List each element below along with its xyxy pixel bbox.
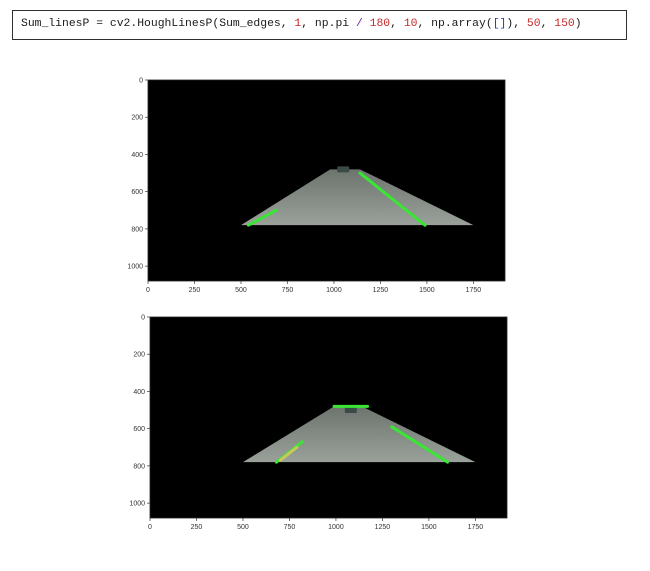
y-tick-label: 800 (133, 463, 145, 470)
x-tick-label: 250 (191, 524, 203, 531)
car-shape (337, 166, 350, 173)
plot-frame (149, 316, 508, 519)
code-token: [] (492, 18, 507, 30)
detected-lane-line (358, 171, 427, 227)
y-tick-label: 1000 (127, 264, 143, 271)
code-cell[interactable]: Sum_linesP = cv2.HoughLinesP(Sum_edges, … (12, 10, 627, 40)
code-token: , (540, 18, 555, 30)
code-token: ), (506, 18, 527, 30)
x-tick-label: 1000 (326, 287, 342, 294)
x-tick-label: 1250 (373, 287, 389, 294)
detected-lane-line (278, 445, 299, 462)
code-token (363, 18, 370, 30)
code-token: ) (574, 18, 582, 30)
code-token: 150 (554, 18, 575, 30)
x-tick-label: 1500 (419, 287, 435, 294)
top-plot-svg: 0 250 500 750 1000 1250 1500 1750 0 200 400 600 800 1… (127, 78, 506, 294)
y-tick-label: 200 (133, 352, 145, 359)
code-token: , np.array( (417, 18, 493, 30)
code-token: 50 (526, 18, 541, 30)
x-tick-label: 1000 (328, 524, 344, 531)
x-tick-label: 1750 (468, 524, 484, 531)
code-token: , (390, 18, 404, 30)
code-token: / (355, 18, 363, 30)
car-shape (344, 407, 357, 414)
road-region (242, 406, 476, 463)
y-tick-label: 0 (139, 78, 143, 85)
detected-lane-line (246, 208, 278, 227)
y-tick-label: 600 (131, 189, 143, 196)
code-token: 180 (369, 18, 391, 30)
y-tick-label: 800 (131, 226, 143, 233)
x-tick-label: 500 (237, 524, 249, 531)
y-tick-label: 0 (141, 315, 145, 322)
x-tick-label: 0 (146, 287, 150, 294)
code-token: Sum_linesP = cv2.HoughLinesP(Sum_edges, (21, 18, 295, 30)
x-tick-label: 1750 (466, 287, 482, 294)
y-tick-label: 400 (131, 152, 143, 159)
y-tick-label: 400 (133, 389, 145, 396)
detected-lane-line (390, 425, 449, 464)
x-tick-label: 0 (148, 524, 152, 531)
bottom-plot-svg: 0 250 500 750 1000 1250 1500 1750 0 200 400 600 800 1… (129, 315, 508, 531)
x-tick-label: 500 (235, 287, 247, 294)
road-region (240, 169, 474, 226)
y-tick-label: 1000 (129, 501, 145, 508)
x-tick-label: 750 (282, 287, 294, 294)
code-token: , np.pi (301, 18, 356, 30)
code-token: 1 (294, 18, 302, 30)
bottom-image-plot: 0 250 500 750 1000 1250 1500 1750 0 200 400 600 800 1… (117, 307, 517, 537)
code-token: 10 (403, 18, 418, 30)
top-image-plot: 0 250 500 750 1000 1250 1500 1750 0 200 400 600 800 1… (117, 70, 517, 300)
y-tick-label: 200 (131, 115, 143, 122)
y-tick-label: 600 (133, 426, 145, 433)
x-tick-label: 750 (284, 524, 296, 531)
plot-frame (147, 79, 506, 282)
code-line: Sum_linesP = cv2.HoughLinesP(Sum_edges, … (21, 17, 582, 31)
x-tick-label: 1250 (375, 524, 391, 531)
x-tick-label: 250 (189, 287, 201, 294)
x-tick-label: 1500 (421, 524, 437, 531)
